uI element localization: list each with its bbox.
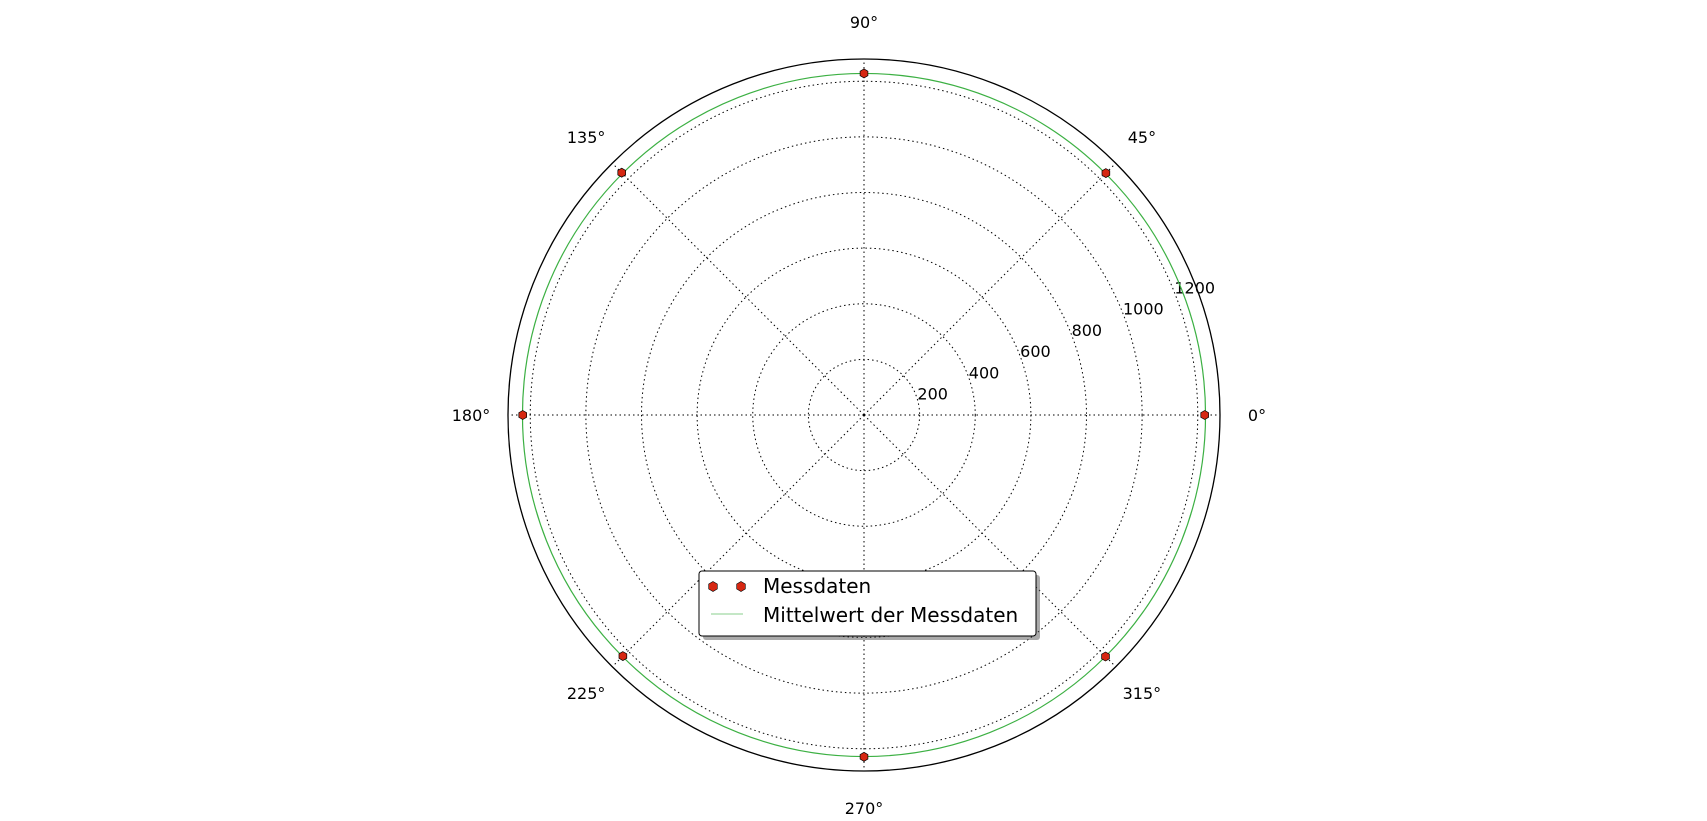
data-point-4 <box>518 410 527 420</box>
legend-marker-2 <box>736 581 746 592</box>
radial-tick-label-0: 200 <box>917 385 948 404</box>
radial-tick-label-2: 600 <box>1020 342 1051 361</box>
radial-gridline-4 <box>585 136 1143 694</box>
theta-tick-label-3: 135° <box>567 128 606 147</box>
theta-tick-label-5: 225° <box>567 684 606 703</box>
data-point-3 <box>617 167 626 178</box>
data-point-2 <box>859 68 869 79</box>
radial-tick-label-3: 800 <box>1072 321 1103 340</box>
angular-gridline-1 <box>863 162 1117 416</box>
angular-gridline-3 <box>611 162 865 416</box>
theta-tick-label-4: 180° <box>452 406 491 425</box>
theta-tick-label-2: 90° <box>850 13 878 32</box>
theta-tick-labels: 0° 45° 90° 135° 180° 225° 270° 315° <box>452 13 1266 818</box>
radial-tick-label-4: 1000 <box>1123 300 1164 319</box>
legend-entry-messdaten: Messdaten <box>708 574 871 598</box>
legend-label-mittelwert: Mittelwert der Messdaten <box>763 603 1018 627</box>
data-point-7 <box>1101 651 1110 662</box>
theta-tick-label-1: 45° <box>1128 128 1156 147</box>
theta-tick-label-6: 270° <box>845 799 884 818</box>
data-point-6 <box>859 751 869 762</box>
theta-tick-label-0: 0° <box>1248 406 1266 425</box>
angular-gridline-5 <box>611 414 865 668</box>
data-point-5 <box>618 651 628 662</box>
radial-gridline-1 <box>752 303 976 527</box>
data-point-0 <box>1200 410 1209 420</box>
legend-entry-mittelwert: Mittelwert der Messdaten <box>711 603 1018 627</box>
radial-tick-label-1: 400 <box>969 363 1000 382</box>
legend-marker-1 <box>708 581 718 592</box>
legend-box <box>698 570 1037 637</box>
data-point-1 <box>1101 168 1111 179</box>
data-layer <box>518 68 1209 762</box>
theta-tick-label-7: 315° <box>1123 684 1162 703</box>
legend-label-messdaten: Messdaten <box>763 574 871 598</box>
polar-frame <box>507 58 1221 772</box>
radial-gridline-0 <box>807 358 921 472</box>
legend: Messdaten Mittelwert der Messdaten <box>698 570 1040 640</box>
radial-tick-labels: 200 400 600 800 1000 1200 <box>917 278 1215 403</box>
grid-layer <box>508 59 1220 771</box>
angular-gridline-7 <box>863 414 1117 668</box>
radial-gridline-3 <box>641 192 1087 638</box>
radial-tick-label-5: 1200 <box>1174 278 1215 297</box>
